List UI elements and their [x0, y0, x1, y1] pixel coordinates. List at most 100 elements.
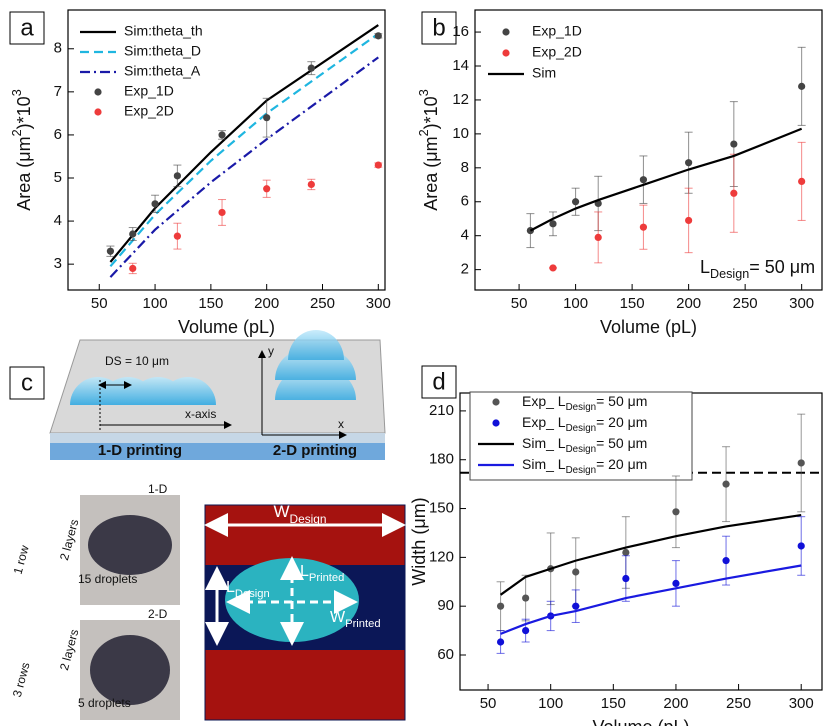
text-part: Design [566, 444, 597, 455]
data-point [798, 459, 805, 466]
series-line [110, 25, 378, 262]
caption-2d: 2-D printing [273, 442, 357, 459]
x-tick-label: 200 [254, 295, 279, 312]
legend-swatch [492, 398, 499, 405]
series-line [501, 566, 802, 634]
y-tick-label: 210 [429, 402, 454, 419]
data-point [622, 549, 629, 556]
text-part: Exp_ L [522, 414, 566, 430]
text-part: W [273, 502, 289, 521]
legend-swatch [94, 88, 101, 95]
text-part: L [226, 579, 235, 596]
y-tick-label: 150 [429, 500, 454, 517]
rows-label: 3 rows [10, 661, 33, 699]
y-axis-label: Width (μm) [409, 497, 429, 585]
text-part: = 50 μm [596, 393, 647, 409]
x-axis-label: Volume (pL) [592, 717, 689, 726]
rows-label: 1 row [11, 543, 32, 575]
legend-label: Exp_1D [124, 83, 174, 99]
legend-label: Sim:theta_D [124, 43, 201, 59]
legend-label: Exp_2D [532, 44, 582, 60]
text-part: Design [235, 588, 270, 600]
data-point [129, 230, 136, 237]
data-point [672, 580, 679, 587]
data-point [522, 594, 529, 601]
data-point [522, 627, 529, 634]
y-tick-label: 120 [429, 548, 454, 565]
data-point [595, 234, 602, 241]
droplet-1d [88, 515, 172, 575]
y-tick-label: 10 [452, 125, 469, 142]
data-point [375, 161, 382, 168]
legend-swatch [502, 49, 509, 56]
text-part: L [300, 563, 309, 580]
x-axis-label: x-axis [185, 407, 216, 421]
photo-title: 1-D [148, 482, 168, 496]
text-part: 3 [10, 89, 24, 96]
text-part: Printed [309, 572, 344, 584]
data-point [497, 603, 504, 610]
series-line [501, 515, 802, 595]
x-label: x [338, 417, 344, 431]
legend-swatch [94, 108, 101, 115]
text-part: Printed [345, 618, 380, 630]
layers-label: 2 layers [57, 628, 81, 672]
data-point [174, 172, 181, 179]
text-part: L [700, 257, 710, 277]
x-tick-label: 50 [511, 295, 528, 312]
data-point [798, 542, 805, 549]
y-tick-label: 8 [54, 40, 62, 57]
text-part: Sim_ L [522, 456, 566, 472]
x-tick-label: 100 [563, 295, 588, 312]
legend-label: Sim:theta_A [124, 63, 201, 79]
x-tick-label: 100 [143, 295, 168, 312]
data-point [218, 209, 225, 216]
text-part: Design [710, 267, 749, 281]
y-tick-label: 60 [437, 646, 454, 663]
data-point [308, 65, 315, 72]
photo-title: 2-D [148, 607, 168, 621]
data-point [218, 131, 225, 138]
data-point [640, 176, 647, 183]
data-point [549, 220, 556, 227]
text-part: )*10 [14, 96, 34, 129]
droplet-2d [90, 635, 170, 705]
x-tick-label: 50 [480, 695, 497, 712]
x-tick-label: 250 [310, 295, 335, 312]
layers-label: 2 layers [57, 518, 81, 562]
y-tick-label: 180 [429, 451, 454, 468]
legend-label: Exp_1D [532, 23, 582, 39]
x-tick-label: 100 [538, 695, 563, 712]
data-point [672, 508, 679, 515]
x-tick-label: 250 [733, 295, 758, 312]
x-axis-label: Volume (pL) [178, 317, 275, 337]
text-part: = 50 μm [749, 257, 815, 277]
legend-label: Sim [532, 65, 556, 81]
annotation: LDesign= 50 μm [700, 257, 815, 282]
text-part: Sim_ L [522, 435, 566, 451]
y-tick-label: 4 [461, 227, 469, 244]
panel-label: a [20, 14, 34, 41]
droplets-label: 5 droplets [78, 696, 131, 710]
y-tick-label: 2 [461, 261, 469, 278]
x-tick-label: 200 [676, 295, 701, 312]
data-point [640, 224, 647, 231]
y-tick-label: 4 [54, 212, 62, 229]
figure: c DS = 10 μm x-axis y x 1-D printing 2-D… [0, 0, 830, 726]
text-part: Area (μm [14, 136, 34, 210]
y-tick-label: 7 [54, 83, 62, 100]
legend-swatch [502, 28, 509, 35]
text-part: 2 [417, 129, 431, 136]
panel-c: c DS = 10 μm x-axis y x 1-D printing 2-D… [10, 330, 405, 720]
x-tick-label: 300 [789, 295, 814, 312]
droplets-label: 15 droplets [78, 572, 137, 586]
data-point [308, 181, 315, 188]
x-tick-label: 300 [789, 695, 814, 712]
text-part: 2 [10, 129, 24, 136]
ds-label: DS = 10 μm [105, 354, 169, 368]
data-point [107, 248, 114, 255]
text-part: Design [290, 512, 327, 526]
text-part: 3 [417, 89, 431, 96]
y-tick-label: 6 [54, 126, 62, 143]
data-point [174, 233, 181, 240]
